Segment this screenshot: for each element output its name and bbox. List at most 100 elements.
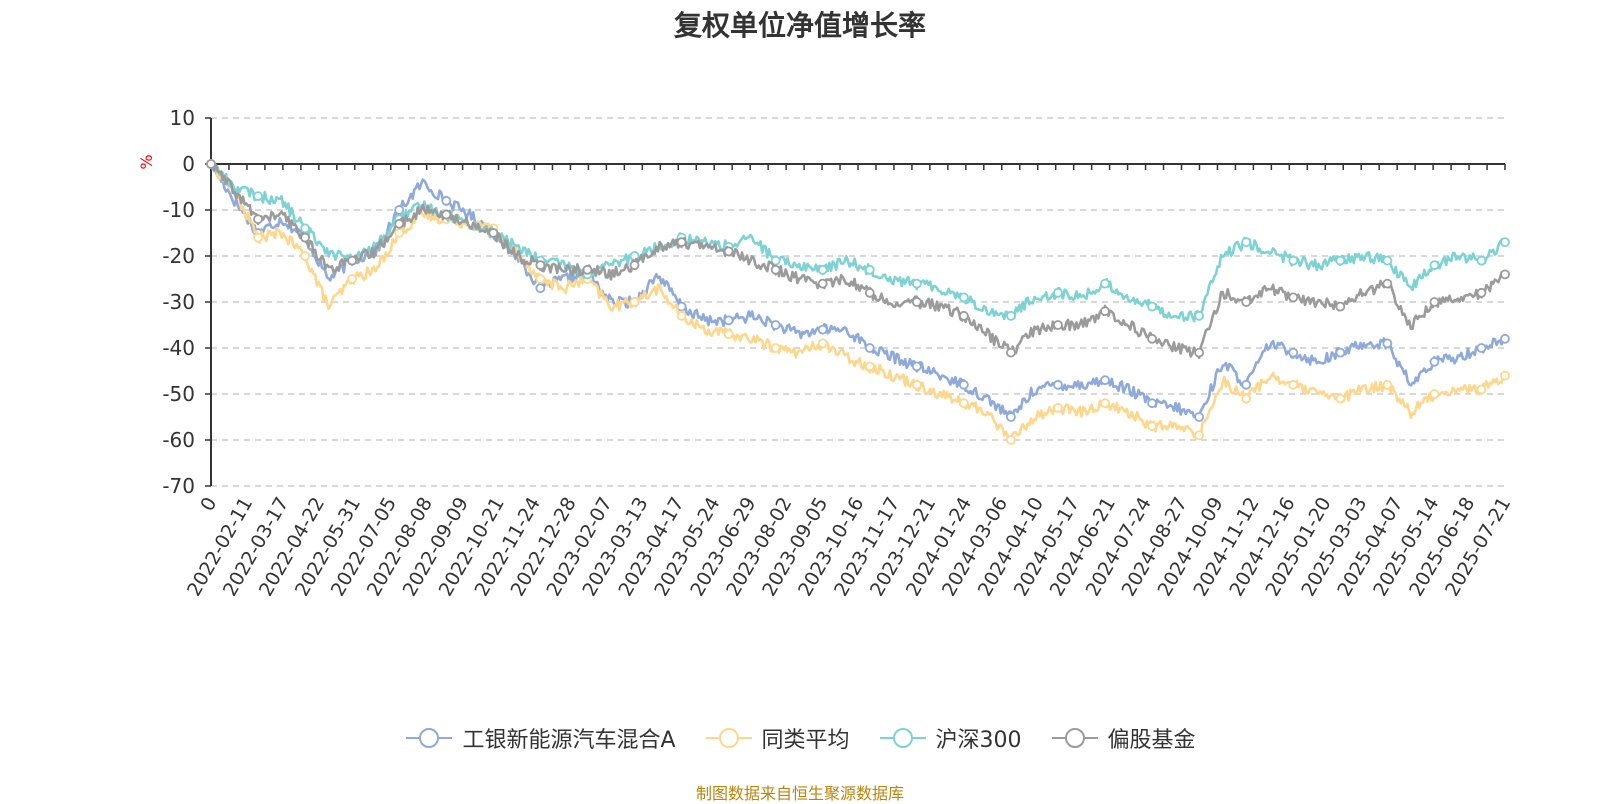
- series-marker-3: [1241, 297, 1252, 307]
- series-marker-0: [958, 379, 969, 390]
- series-marker-2: [1382, 255, 1393, 266]
- series-marker-0: [864, 343, 875, 353]
- legend-item-fund[interactable]: 工银新能源汽车混合A: [404, 722, 676, 754]
- series-marker-1: [253, 232, 263, 243]
- y-tick-label: -50: [162, 382, 195, 406]
- series-marker-1: [676, 310, 687, 321]
- series-marker-2: [770, 255, 781, 266]
- series-marker-3: [864, 287, 875, 298]
- series-marker-3: [958, 310, 969, 321]
- series-marker-1: [394, 228, 405, 238]
- series-marker-2: [1147, 301, 1157, 312]
- series-marker-2: [1476, 255, 1487, 266]
- series-marker-1: [1241, 393, 1252, 404]
- series-marker-2: [1500, 237, 1510, 248]
- series-marker-3: [488, 228, 499, 238]
- series-marker-2: [1429, 260, 1440, 271]
- series-marker-2: [958, 292, 969, 303]
- series-marker-2: [1335, 255, 1346, 266]
- chart-title: 复权单位净值增长率: [673, 9, 926, 42]
- y-tick-label: -10: [162, 198, 195, 222]
- series-marker-0: [394, 205, 405, 215]
- series-marker-1: [1147, 421, 1157, 432]
- series-layer: [206, 159, 1510, 445]
- series-marker-3: [1429, 297, 1440, 307]
- series-marker-3: [1382, 278, 1393, 289]
- series-marker-3: [1006, 347, 1016, 358]
- x-tick-label: 0: [196, 494, 221, 515]
- series-marker-1: [300, 251, 311, 261]
- series-marker-3: [1053, 320, 1063, 330]
- series-marker-1: [1006, 435, 1016, 445]
- series-marker-1: [1500, 370, 1510, 381]
- line-chart: 100-10-20-30-40-50-60-7002022-02-112022-…: [137, 106, 1515, 600]
- series-marker-2: [1241, 237, 1252, 248]
- series-marker-0: [723, 315, 734, 326]
- series-marker-1: [723, 329, 734, 340]
- series-marker-1: [1335, 393, 1346, 404]
- legend-hs300-icon: [879, 728, 926, 748]
- source-note: 制图数据来自恒生聚源数据库: [695, 784, 904, 803]
- y-axis-unit-label: %: [137, 154, 156, 169]
- series-marker-0: [1006, 412, 1016, 422]
- series-marker-3: [1288, 292, 1299, 303]
- series-marker-3: [723, 246, 734, 257]
- series-marker-2: [1006, 310, 1016, 321]
- series-marker-3: [206, 159, 216, 169]
- y-tick-label: 10: [170, 106, 195, 130]
- series-marker-3: [1476, 287, 1487, 298]
- series-marker-3: [394, 218, 405, 229]
- series-marker-1: [1053, 402, 1063, 413]
- series-marker-3: [441, 209, 452, 220]
- series-marker-3: [911, 297, 922, 307]
- series-marker-3: [770, 264, 781, 275]
- legend: 工银新能源汽车混合A 同类平均 沪深300 偏股基金: [0, 722, 1600, 754]
- series-marker-3: [1100, 306, 1110, 317]
- legend-category-average-icon: [705, 728, 752, 748]
- series-marker-1: [770, 343, 781, 353]
- series-line-0: [209, 163, 1506, 419]
- y-tick-label: -60: [162, 428, 195, 452]
- legend-hs300-label: 沪深300: [935, 728, 1022, 753]
- legend-fund-label: 工银新能源汽车混合A: [462, 728, 676, 753]
- series-marker-0: [1382, 338, 1393, 349]
- series-marker-1: [1100, 398, 1110, 409]
- series-marker-3: [1500, 269, 1510, 280]
- series-marker-3: [582, 264, 593, 275]
- series-marker-2: [1194, 310, 1205, 321]
- series-marker-1: [1194, 430, 1205, 441]
- series-marker-3: [535, 260, 546, 271]
- y-tick-label: -30: [162, 290, 195, 314]
- series-marker-1: [864, 361, 875, 372]
- series-marker-3: [676, 237, 687, 248]
- series-marker-0: [1288, 347, 1299, 358]
- series-marker-0: [1429, 356, 1440, 367]
- series-marker-1: [629, 297, 640, 307]
- legend-item-category-average[interactable]: 同类平均: [704, 722, 850, 754]
- series-marker-2: [1053, 287, 1063, 298]
- series-marker-3: [1194, 347, 1205, 358]
- series-line-2: [209, 163, 1506, 323]
- series-marker-2: [253, 191, 263, 202]
- series-marker-1: [1429, 389, 1440, 399]
- series-marker-0: [1194, 412, 1205, 422]
- series-marker-3: [1147, 333, 1157, 344]
- series-marker-2: [817, 264, 828, 275]
- series-marker-0: [911, 361, 922, 372]
- legend-item-hs300[interactable]: 沪深300: [878, 722, 1022, 754]
- y-tick-label: -70: [162, 474, 195, 498]
- series-marker-0: [1476, 343, 1487, 353]
- series-marker-3: [253, 214, 263, 225]
- series-marker-1: [535, 274, 546, 284]
- series-marker-0: [535, 283, 546, 294]
- series-marker-3: [629, 260, 640, 271]
- legend-item-equity-fund[interactable]: 偏股基金: [1050, 722, 1196, 754]
- series-marker-3: [1335, 301, 1346, 312]
- y-tick-label: -20: [162, 244, 195, 268]
- legend-equity-fund-icon: [1051, 728, 1098, 748]
- series-marker-1: [1288, 379, 1299, 390]
- series-marker-2: [911, 278, 922, 289]
- legend-equity-fund-label: 偏股基金: [1107, 728, 1196, 753]
- series-marker-2: [1288, 255, 1299, 266]
- series-marker-1: [817, 338, 828, 349]
